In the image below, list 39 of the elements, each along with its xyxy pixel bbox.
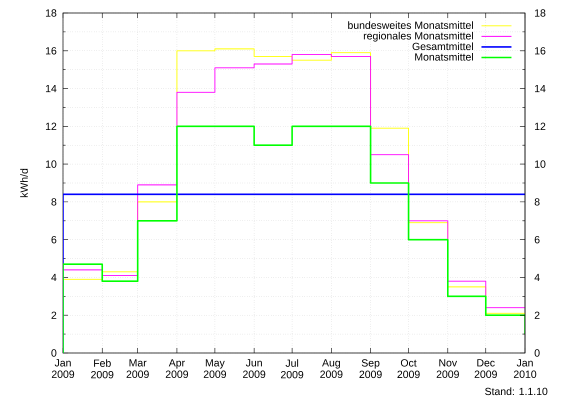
x-tick-label: May 2009 bbox=[204, 359, 226, 378]
y2-tick-label: 2 bbox=[534, 312, 540, 319]
legend-label: regionales Monatsmittel bbox=[364, 32, 473, 42]
y-tick-label: 12 bbox=[46, 122, 56, 130]
x-tick-label: Jan 2010 bbox=[514, 359, 536, 378]
x-tick-label: Sep 2009 bbox=[359, 359, 382, 378]
y-tick-label: 14 bbox=[46, 84, 56, 92]
y2-tick-label: 0 bbox=[534, 349, 540, 357]
y-tick-label: 10 bbox=[46, 160, 56, 168]
legend-label: Gesamtmittel bbox=[412, 42, 473, 50]
y-tick-label: 18 bbox=[46, 9, 56, 17]
legend-label: bundesweites Monatsmittel bbox=[348, 21, 473, 29]
x-tick-label: Oct 2009 bbox=[397, 359, 420, 378]
y2-tick-label: 4 bbox=[534, 274, 540, 282]
y2-tick-label: 10 bbox=[535, 160, 546, 168]
x-tick-label: Aug 2009 bbox=[320, 359, 342, 378]
y2-tick-label: 16 bbox=[535, 47, 546, 54]
y2-tick-label: 18 bbox=[535, 9, 546, 17]
y2-tick-label: 8 bbox=[534, 198, 540, 206]
y-tick-label: 4 bbox=[51, 274, 56, 282]
x-tick-label: Jul 2009 bbox=[281, 359, 304, 378]
x-tick-label: Jan 2009 bbox=[52, 359, 74, 378]
y-tick-label: 0 bbox=[51, 349, 56, 357]
x-tick-label: Jun 2009 bbox=[243, 359, 266, 378]
y-tick-label: 16 bbox=[46, 47, 56, 54]
x-tick-label: Mar 2009 bbox=[126, 359, 149, 378]
y2-tick-label: 6 bbox=[534, 236, 540, 244]
y-tick-label: 2 bbox=[52, 312, 56, 319]
x-tick-label: Apr 2009 bbox=[166, 359, 188, 378]
y2-tick-label: 14 bbox=[535, 84, 546, 92]
y-tick-label: 6 bbox=[52, 236, 56, 244]
y-axis-title: kWh/d bbox=[20, 168, 28, 198]
x-tick-label: Feb 2009 bbox=[91, 359, 114, 378]
x-tick-label: Dec 2009 bbox=[474, 359, 497, 378]
y2-tick-label: 12 bbox=[535, 122, 546, 130]
x-tick-label: Nov 2009 bbox=[436, 359, 459, 378]
y-tick-label: 8 bbox=[51, 198, 56, 206]
legend-label: Monatsmittel bbox=[415, 52, 473, 61]
text: Stand: 1.1.10 bbox=[485, 387, 548, 396]
